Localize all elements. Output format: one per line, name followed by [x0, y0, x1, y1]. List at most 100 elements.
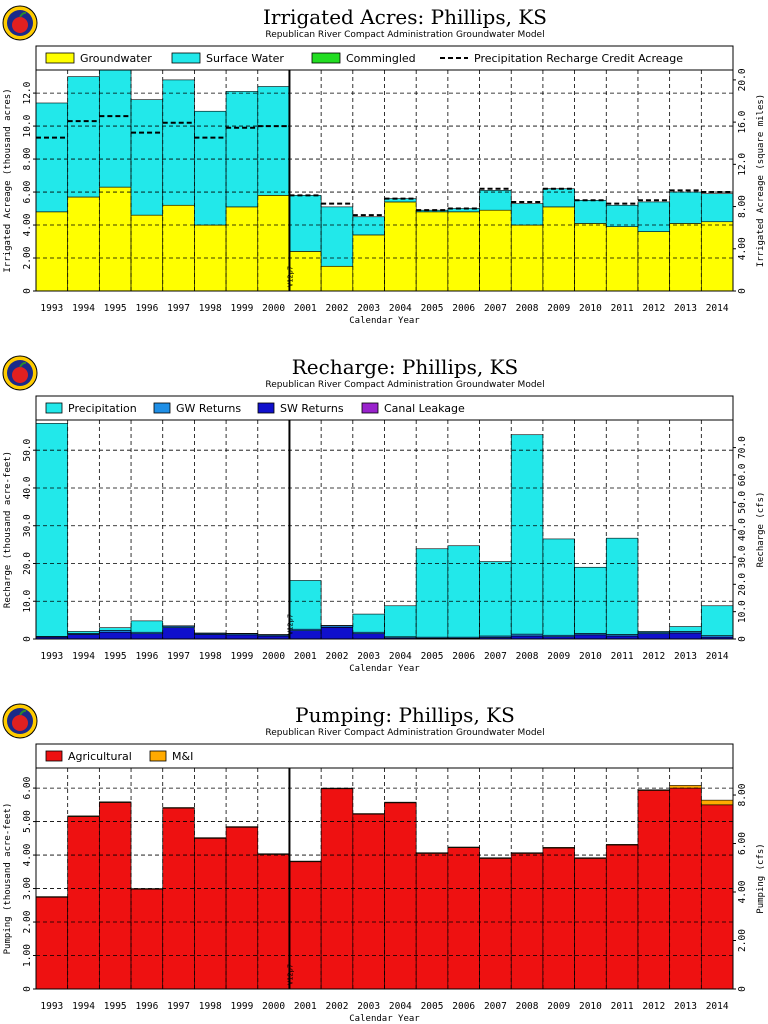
x-tick-label: 2011 [611, 1001, 634, 1012]
x-tick-label: 1995 [104, 651, 127, 662]
legend-label: Surface Water [206, 52, 284, 65]
chart-subtitle: Republican River Compact Administration … [265, 380, 544, 390]
y-tick-label: 6.00 [22, 776, 33, 799]
bar-m-i-1993 [35, 896, 68, 898]
x-tick-label: 2004 [389, 651, 412, 662]
y2-tick-label: 16.0 [737, 110, 748, 133]
bar-precipitation-2001 [289, 580, 322, 630]
y2-tick-label: 30.0 [737, 545, 748, 568]
bar-precipitation-2005 [415, 548, 449, 638]
y2-tick-label: 20.0 [737, 68, 748, 91]
bar-precipitation-2007 [479, 561, 512, 637]
bar-groundwater-2004 [384, 201, 417, 292]
x-tick-label: 1993 [40, 651, 63, 662]
x-tick-label: 2007 [484, 1001, 507, 1012]
y2-axis-title: Recharge (cfs) [756, 492, 766, 568]
bar-agricultural-1994 [67, 816, 100, 990]
y-axis-title: Pumping (thousand acre-feet) [3, 803, 13, 955]
x-tick-label: 2001 [294, 303, 317, 314]
legend-swatch [153, 402, 171, 414]
bar-m-i-2006 [447, 846, 480, 848]
bar-groundwater-2007 [479, 209, 512, 292]
x-tick-label: 1995 [104, 303, 127, 314]
y2-tick-label: 10.0 [737, 600, 748, 623]
y2-tick-label: 8.00 [737, 783, 748, 806]
bar-m-i-2009 [542, 847, 575, 849]
legend-label: Agricultural [68, 750, 132, 763]
legend-swatch [45, 52, 75, 64]
bar-groundwater-2000 [257, 195, 290, 292]
bar-surface-water-2014 [701, 193, 734, 223]
y-tick-label: 8.00 [22, 147, 33, 170]
bar-groundwater-1994 [67, 196, 100, 292]
y-tick-label: 0 [22, 986, 33, 992]
bar-m-i-1998 [194, 837, 227, 839]
y2-tick-label: 2.00 [737, 929, 748, 952]
bar-m-i-2007 [479, 857, 512, 859]
bar-sw-returns-1998 [194, 634, 227, 640]
bar-agricultural-1998 [194, 838, 227, 990]
bar-m-i-2004 [384, 801, 417, 804]
x-tick-label: 1993 [40, 1001, 63, 1012]
bar-sw-returns-1995 [99, 631, 132, 640]
bar-agricultural-2011 [605, 844, 639, 990]
bar-surface-water-1995 [99, 68, 132, 188]
x-tick-label: 2011 [611, 651, 634, 662]
bar-precipitation-1996 [130, 620, 164, 633]
bar-agricultural-1999 [225, 826, 259, 990]
x-tick-label: 2008 [516, 651, 539, 662]
marker-label: V12p7 [286, 266, 294, 287]
x-tick-label: 2005 [421, 651, 444, 662]
x-axis-title: Calendar Year [349, 664, 420, 674]
bar-agricultural-1995 [99, 802, 132, 990]
bar-sw-returns-2010 [574, 634, 607, 640]
y-tick-label: 0 [22, 636, 33, 642]
x-tick-label: 2003 [357, 1001, 380, 1012]
bar-agricultural-2009 [542, 847, 575, 990]
legend-swatch [149, 750, 167, 762]
bar-agricultural-2008 [510, 853, 544, 990]
bar-m-i-1994 [67, 815, 100, 817]
y-tick-label: 5.00 [22, 810, 33, 833]
legend-label: GW Returns [176, 402, 241, 415]
bar-m-i-2011 [605, 844, 639, 846]
y2-tick-label: 0 [737, 288, 748, 294]
bar-surface-water-2000 [257, 86, 290, 196]
bar-groundwater-2010 [574, 223, 607, 292]
bar-surface-water-2004 [384, 198, 417, 203]
apple-logo-icon [2, 355, 38, 391]
y-tick-label: 6.00 [22, 180, 33, 203]
bar-surface-water-2007 [479, 190, 512, 211]
y2-tick-label: 60.0 [737, 463, 748, 486]
bar-sw-returns-1997 [162, 627, 195, 640]
x-tick-label: 2001 [294, 651, 317, 662]
bar-surface-water-2011 [605, 204, 639, 227]
bar-surface-water-2003 [352, 216, 385, 236]
y2-tick-label: 40.0 [737, 518, 748, 541]
bar-surface-water-2008 [510, 203, 544, 226]
x-tick-label: 1998 [199, 1001, 222, 1012]
bar-precipitation-2004 [384, 605, 417, 638]
y-tick-label: 3.00 [22, 877, 33, 900]
bar-agricultural-2003 [352, 813, 385, 990]
x-tick-label: 2014 [706, 303, 729, 314]
y-tick-label: 2.00 [22, 246, 33, 269]
y2-tick-label: 0 [737, 986, 748, 992]
bar-groundwater-1999 [225, 206, 259, 292]
apple-logo-icon [2, 703, 38, 739]
bar-agricultural-2012 [637, 790, 670, 990]
y-tick-label: 4.00 [22, 213, 33, 236]
x-tick-label: 1999 [230, 1001, 253, 1012]
legend-label: Commingled [346, 52, 416, 65]
bar-m-i-1997 [162, 807, 195, 809]
bar-surface-water-2013 [669, 191, 702, 224]
legend-swatch [311, 52, 341, 64]
x-tick-label: 2009 [547, 651, 570, 662]
bar-sw-returns-2003 [352, 633, 385, 640]
x-tick-label: 1999 [230, 303, 253, 314]
bar-groundwater-1993 [35, 211, 68, 292]
bar-sw-returns-1999 [225, 634, 259, 640]
chart-title: Pumping: Phillips, KS [295, 703, 515, 727]
bar-surface-water-2009 [542, 188, 575, 208]
